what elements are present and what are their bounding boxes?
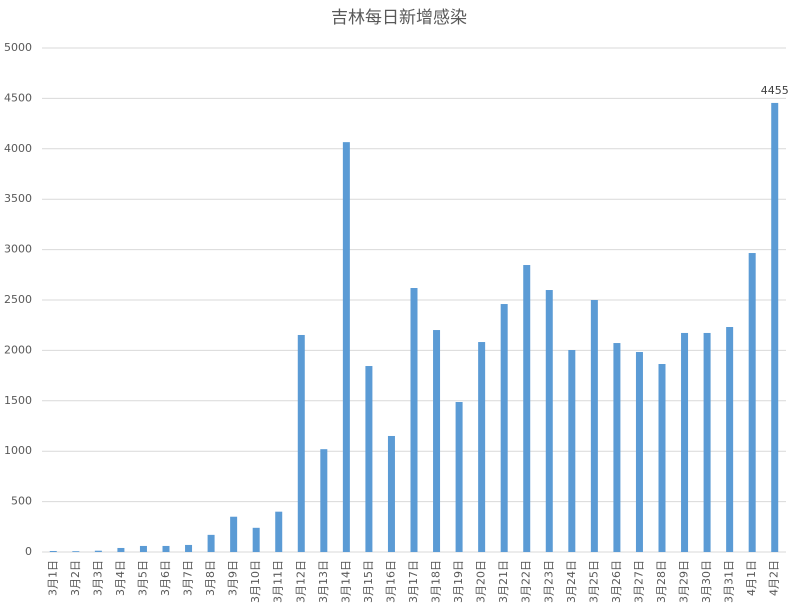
y-tick-label: 2500 bbox=[4, 293, 32, 306]
x-tick-label: 3月26日 bbox=[610, 560, 623, 603]
x-tick-label: 3月13日 bbox=[317, 560, 330, 603]
x-tick-label: 3月12日 bbox=[294, 560, 307, 603]
bar bbox=[455, 402, 463, 552]
x-tick-label: 3月21日 bbox=[497, 560, 510, 603]
y-tick-label: 2000 bbox=[4, 343, 32, 356]
x-tick-label: 3月15日 bbox=[362, 560, 375, 603]
bar bbox=[681, 332, 689, 552]
x-tick-label: 3月4日 bbox=[114, 560, 127, 596]
x-tick-label: 3月1日 bbox=[46, 560, 59, 596]
bar bbox=[500, 304, 508, 552]
bar bbox=[207, 534, 215, 552]
bar bbox=[658, 364, 666, 552]
data-label: 4455 bbox=[761, 84, 789, 97]
x-tick-label: 3月6日 bbox=[159, 560, 172, 596]
bar bbox=[410, 288, 418, 552]
bar bbox=[162, 545, 170, 552]
bar bbox=[433, 330, 441, 552]
bar bbox=[297, 334, 305, 552]
bar bbox=[387, 435, 395, 552]
y-tick-label: 500 bbox=[11, 495, 32, 508]
y-tick-label: 3000 bbox=[4, 243, 32, 256]
bar bbox=[117, 547, 125, 552]
bar bbox=[590, 300, 598, 552]
x-tick-label: 3月16日 bbox=[384, 560, 397, 603]
x-tick-label: 3月14日 bbox=[339, 560, 352, 603]
x-tick-label: 3月29日 bbox=[678, 560, 691, 603]
bar bbox=[748, 253, 756, 552]
bar bbox=[185, 544, 193, 552]
bar bbox=[635, 352, 643, 552]
x-tick-label: 3月7日 bbox=[182, 560, 195, 596]
y-tick-label: 4000 bbox=[4, 142, 32, 155]
x-tick-label: 3月25日 bbox=[587, 560, 600, 603]
bar bbox=[94, 550, 102, 552]
x-tick-label: 4月1日 bbox=[745, 560, 758, 596]
x-tick-label: 3月30日 bbox=[700, 560, 713, 603]
y-tick-label: 5000 bbox=[4, 41, 32, 54]
bar bbox=[771, 102, 779, 552]
y-tick-label: 3500 bbox=[4, 192, 32, 205]
bar bbox=[49, 550, 57, 552]
x-tick-label: 3月27日 bbox=[632, 560, 645, 603]
x-tick-label: 3月11日 bbox=[272, 560, 285, 603]
bar bbox=[365, 366, 373, 552]
x-tick-label: 3月18日 bbox=[430, 560, 443, 603]
bar bbox=[252, 527, 260, 552]
x-tick-label: 3月17日 bbox=[407, 560, 420, 603]
bar bbox=[320, 449, 328, 552]
x-tick-label: 3月9日 bbox=[227, 560, 240, 596]
bar bbox=[726, 327, 734, 552]
y-tick-label: 1000 bbox=[4, 444, 32, 457]
bar bbox=[478, 342, 486, 552]
chart-title: 吉林每日新增感染 bbox=[331, 8, 467, 28]
y-tick-label: 4500 bbox=[4, 91, 32, 104]
x-tick-label: 3月20日 bbox=[475, 560, 488, 603]
x-tick-label: 3月23日 bbox=[542, 560, 555, 603]
x-tick-label: 3月10日 bbox=[249, 560, 262, 603]
x-tick-label: 3月31日 bbox=[723, 560, 736, 603]
bar bbox=[230, 516, 238, 552]
x-tick-label: 3月5日 bbox=[136, 560, 149, 596]
x-tick-label: 3月24日 bbox=[565, 560, 578, 603]
bar bbox=[545, 290, 553, 552]
bar bbox=[703, 332, 711, 552]
x-tick-label: 3月22日 bbox=[520, 560, 533, 603]
x-tick-label: 3月28日 bbox=[655, 560, 668, 603]
x-tick-label: 3月8日 bbox=[204, 560, 217, 596]
bar bbox=[613, 343, 621, 552]
x-tick-label: 3月3日 bbox=[91, 560, 104, 596]
bar bbox=[139, 545, 147, 552]
bar bbox=[72, 551, 80, 552]
bar bbox=[523, 265, 531, 552]
x-tick-label: 4月2日 bbox=[768, 560, 781, 596]
bar bbox=[342, 142, 350, 552]
x-tick-label: 3月2日 bbox=[69, 560, 82, 596]
bar bbox=[275, 511, 283, 552]
y-tick-label: 1500 bbox=[4, 394, 32, 407]
x-tick-label: 3月19日 bbox=[452, 560, 465, 603]
y-tick-label: 0 bbox=[25, 545, 32, 558]
bar bbox=[568, 349, 576, 552]
